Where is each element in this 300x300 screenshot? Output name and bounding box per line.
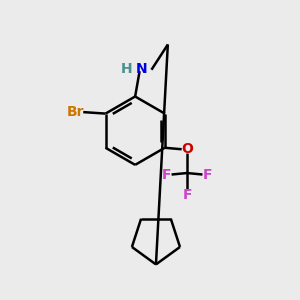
Text: F: F xyxy=(161,167,171,182)
Text: O: O xyxy=(181,142,193,156)
Text: F: F xyxy=(203,167,213,182)
Text: Br: Br xyxy=(67,105,85,119)
Text: H: H xyxy=(120,62,132,76)
Text: F: F xyxy=(182,188,192,202)
Text: N: N xyxy=(136,62,148,76)
